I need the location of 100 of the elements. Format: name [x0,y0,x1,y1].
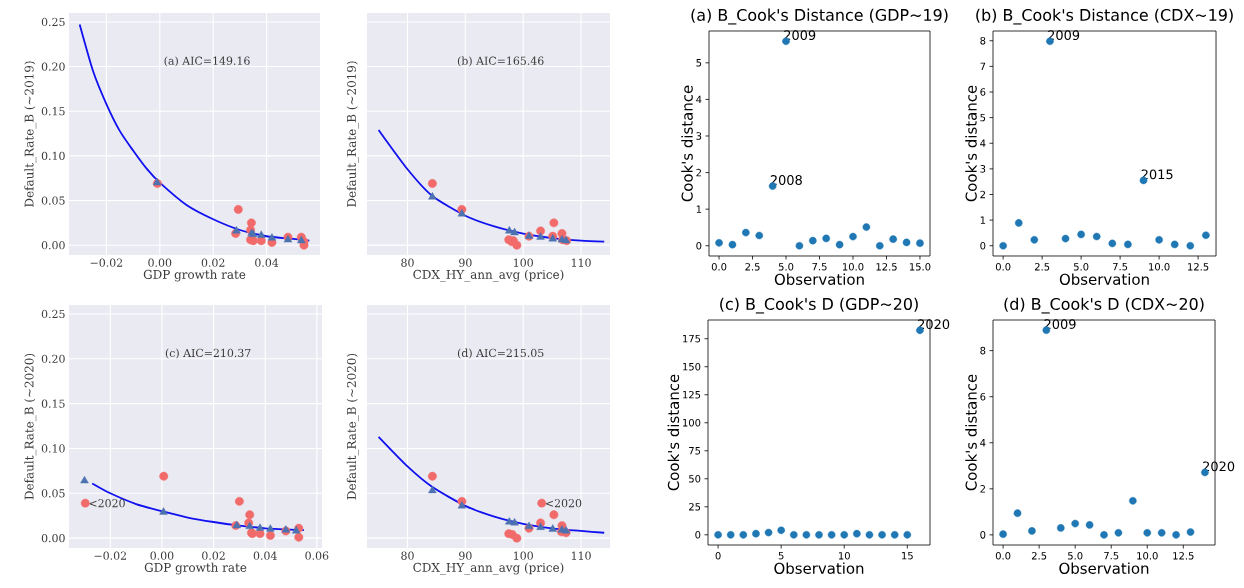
y-tick-label: 100 [683,418,701,427]
annotation: <2020 [546,499,582,508]
x-axis-title: Observation [1059,273,1149,285]
y-tick-label: 3 [696,132,702,140]
y-axis-title: Cook's distance [965,374,977,491]
y-tick-label: 2 [696,168,701,177]
x-tick-label: 12.5 [1173,552,1194,560]
y-tick-label: 0 [980,531,986,539]
x-tick-label: 7.5 [1113,263,1128,271]
y-tick-label: 0 [980,241,986,250]
annotation: (c) AIC=210.37 [165,348,251,359]
y-axis-title: Default_Rate_B (~2019) [346,61,359,207]
y-tick-label: 175 [683,335,701,343]
y-tick-label: 0.10 [41,444,65,453]
y-tick-label: 0.20 [41,354,65,363]
y-tick-label: 6 [980,392,986,401]
x-tick-label: 0 [715,552,721,560]
x-tick-label: −0.02 [94,551,127,560]
y-tick-label: 4 [696,95,702,104]
x-tick-label: 5.0 [1068,552,1083,560]
y-tick-label: 6 [980,88,986,96]
x-axis-title: Observation [774,273,864,285]
y-tick-label: 2 [980,485,985,493]
x-tick-label: 90 [459,258,472,267]
annotation: (a) AIC=149.16 [164,56,250,67]
x-tick-label: 7.5 [1104,552,1119,560]
y-tick-label: 8 [980,36,986,45]
x-axis-title: CDX_HY_ann_avg (price) [413,562,564,575]
x-tick-label: 0.00 [148,258,172,267]
annotation: 2020 [918,319,950,330]
x-tick-label: 2.5 [1031,552,1047,560]
y-tick-label: 0.10 [41,151,65,161]
x-tick-label: 100 [514,258,533,267]
y-tick-label: 1 [980,216,986,224]
x-axis-title: Observation [774,562,864,574]
y-tick-label: 4 [980,139,986,147]
annotation: 2009 [784,30,816,41]
y-tick-label: 0 [696,241,702,250]
y-tick-label: 1 [696,205,702,213]
y-tick-label: 0.25 [41,17,65,27]
y-axis-title: Cook's distance [681,85,693,202]
y-tick-label: 4 [980,439,986,447]
y-axis-title: Cook's distance [965,85,977,202]
x-axis-title: GDP growth rate [144,562,247,575]
y-tick-label: 0.05 [41,489,65,498]
y-tick-label: 0.20 [41,62,65,71]
x-tick-label: 0.02 [202,551,225,560]
x-tick-label: 0.02 [201,258,225,267]
y-tick-label: 7 [980,62,986,70]
y-tick-label: 0.00 [41,241,65,250]
x-tick-label: −0.02 [90,258,123,267]
y-tick-label: 150 [683,362,701,371]
x-tick-label: 0.0 [995,552,1011,560]
x-tick-label: 0.00 [150,551,174,560]
chart-title: (d) B_Cook's D (CDX~20) [1004,297,1204,314]
x-tick-label: 7.5 [812,263,827,271]
x-tick-label: 15.0 [909,263,931,271]
x-tick-label: 110 [571,551,591,560]
x-tick-label: 0.0 [995,263,1011,271]
x-tick-label: 2.5 [1034,263,1050,271]
y-axis-title: Default_Rate_B (~2019) [24,61,37,207]
x-tick-label: 10 [839,552,850,560]
y-tick-label: 5 [980,113,986,122]
y-tick-label: 0.25 [41,309,65,319]
y-tick-label: 125 [683,390,701,399]
annotation: <2020 [89,499,125,508]
y-tick-label: 75 [689,447,701,455]
y-tick-label: 0.00 [41,534,65,543]
x-tick-label: 10.0 [1137,552,1158,560]
y-tick-label: 25 [689,503,701,511]
x-tick-label: 12.5 [1188,263,1209,271]
x-tick-label: 15 [902,552,913,560]
annotation: 2009 [1048,30,1080,41]
x-tick-label: 0.04 [255,258,279,267]
x-tick-label: 100 [514,551,533,560]
x-tick-label: 10.0 [1149,263,1170,271]
x-tick-label: 0.0 [711,263,727,271]
y-axis-title: Cook's distance [667,374,680,491]
y-tick-label: 0.05 [41,196,65,205]
y-tick-label: 2 [980,190,985,199]
chart-title: (c) B_Cook's D (GDP~20) [720,297,918,314]
x-tick-label: 0.06 [305,551,329,560]
x-tick-label: 80 [401,258,414,267]
x-tick-label: 0.04 [253,551,277,560]
x-tick-label: 2.5 [745,263,760,271]
y-tick-label: 0.15 [41,399,65,408]
y-tick-label: 8 [980,346,986,355]
chart-title: (b) B_Cook's Distance (CDX~19) [976,8,1233,25]
x-axis-title: GDP growth rate [143,269,246,282]
x-tick-label: 5.0 [1073,263,1089,271]
y-tick-label: 0 [695,531,701,539]
annotation: (b) AIC=165.46 [457,56,544,67]
y-tick-label: 0.15 [41,107,65,116]
y-axis-title: Default_Rate_B (~2020) [346,353,359,500]
y-tick-label: 3 [980,165,986,173]
x-tick-label: 5.0 [778,263,794,271]
chart-title: (a) B_Cook's Distance (GDP~19) [691,8,948,25]
x-tick-label: 110 [571,258,591,267]
annotation: (d) AIC=215.05 [457,348,544,359]
x-tick-label: 5 [778,552,784,560]
